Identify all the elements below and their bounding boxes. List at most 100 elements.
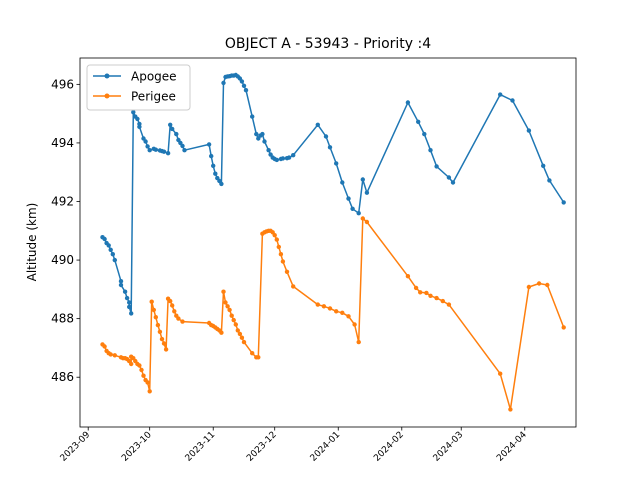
data-point-perigee [102,344,107,349]
data-point-apogee [112,257,118,263]
legend: Apogee Perigee [86,64,191,111]
legend-marker-perigee [104,93,110,99]
data-point-apogee [510,98,515,103]
data-point-apogee [118,279,124,284]
data-point-perigee [428,293,433,298]
data-point-perigee [526,284,532,290]
data-point-apogee [254,131,259,137]
data-point-perigee [327,306,333,311]
data-point-perigee [315,302,320,307]
data-point-perigee [413,285,419,291]
data-point-apogee [547,178,552,183]
data-point-apogee [434,164,439,169]
data-point-perigee [239,335,245,340]
data-point-perigee [334,309,339,314]
y-tick-label: 496 [51,77,74,91]
data-point-apogee [498,92,503,97]
data-point-perigee [223,300,228,305]
data-point-perigee [170,303,175,308]
data-point-apogee [168,122,173,128]
data-point-apogee [262,139,267,144]
data-point-apogee [561,200,566,205]
data-point-apogee [122,289,128,294]
data-point-perigee [129,361,134,367]
data-point-apogee [541,163,546,168]
data-point-perigee [274,237,279,242]
data-point-perigee [346,314,351,319]
data-point-perigee [498,371,503,376]
data-point-apogee [280,156,286,161]
data-point-perigee [233,322,238,327]
data-point-perigee [163,347,169,352]
data-point-apogee [274,157,279,163]
data-point-perigee [108,352,113,357]
data-point-apogee [153,147,158,152]
data-point-apogee [340,180,345,185]
data-point-perigee [137,363,142,368]
data-point-perigee [151,307,156,313]
data-point-apogee [124,295,130,301]
data-point-apogee [174,131,179,137]
data-point-apogee [239,79,245,84]
data-point-apogee [241,83,247,89]
data-point-perigee [352,322,357,327]
y-tick-label: 492 [51,195,74,209]
data-point-apogee [260,131,265,137]
data-point-perigee [284,269,290,274]
data-point-perigee [112,353,118,358]
data-point-apogee [428,148,433,153]
data-point-perigee [157,329,163,334]
data-point-perigee [147,389,152,394]
legend-label-apogee: Apogee [131,70,177,84]
data-point-apogee [350,206,355,211]
data-point-perigee [280,259,286,264]
data-point-perigee [291,284,296,289]
data-point-perigee [159,336,165,342]
data-point-apogee [180,143,185,149]
data-point-apogee [127,300,132,305]
data-point-apogee [209,153,214,159]
data-point-apogee [291,153,296,158]
data-point-perigee [227,307,232,313]
data-point-apogee [211,163,216,168]
data-point-apogee [108,247,113,252]
data-point-apogee [315,122,320,128]
data-point-apogee [327,145,333,150]
data-point-perigee [256,355,261,360]
data-point-perigee [340,310,345,315]
data-point-apogee [416,119,421,125]
data-point-apogee [165,151,171,156]
data-point-perigee [276,244,281,250]
data-point-perigee [272,233,277,238]
data-point-perigee [141,373,146,378]
data-point-apogee [286,155,292,160]
data-point-apogee [161,149,167,154]
data-point-perigee [237,331,243,337]
data-point-perigee [561,325,566,330]
data-point-apogee [137,124,142,129]
data-point-apogee [364,190,370,195]
data-point-perigee [241,339,247,345]
data-point-apogee [356,211,361,216]
y-tick-label: 490 [51,253,74,267]
data-point-perigee [145,380,150,385]
data-point-apogee [266,148,271,153]
data-point-perigee [219,330,224,335]
y-axis-label: Altitude (km) [25,203,39,282]
data-point-apogee [446,175,452,180]
data-point-apogee [422,131,427,137]
plot-frame [79,57,577,428]
data-point-apogee [131,110,136,115]
data-point-apogee [526,128,532,133]
data-point-perigee [250,351,255,356]
data-point-perigee [434,295,439,301]
data-point-perigee [155,322,161,328]
y-tick-label: 486 [51,370,74,384]
data-point-perigee [424,290,429,296]
data-point-perigee [235,328,240,333]
data-point-apogee [110,252,116,257]
data-point-apogee [450,180,456,185]
data-point-apogee [129,311,134,316]
data-point-apogee [127,304,132,310]
